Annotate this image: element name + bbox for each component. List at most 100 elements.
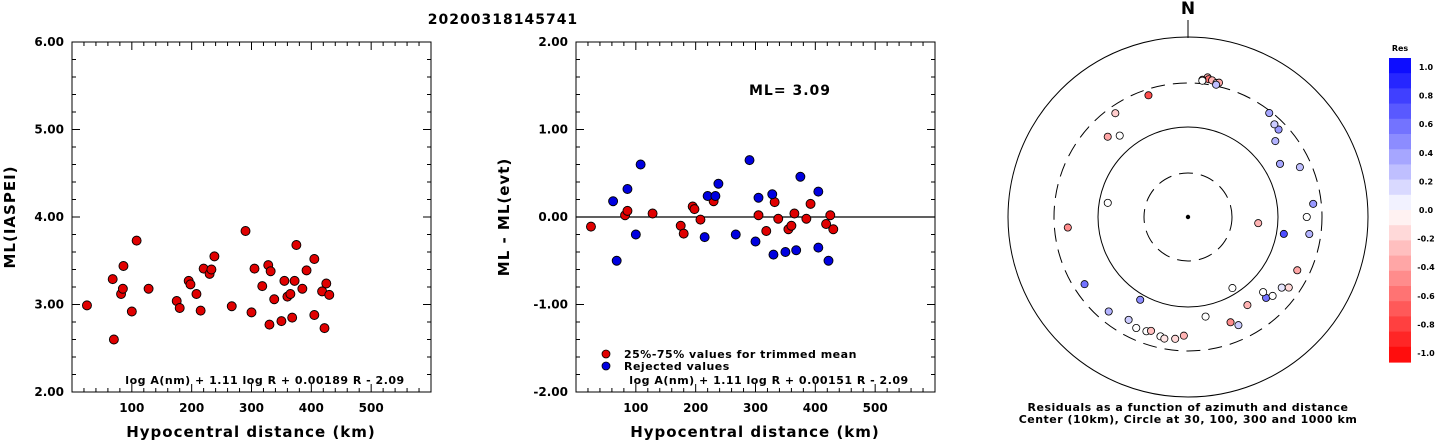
colorbar-swatch bbox=[1389, 149, 1411, 165]
colorbar-swatch bbox=[1389, 301, 1411, 317]
data-point bbox=[821, 219, 832, 229]
colorbar-swatch bbox=[1389, 286, 1411, 302]
data-point bbox=[195, 305, 206, 316]
colorbar-label: -0.4 bbox=[1417, 263, 1435, 272]
data-point bbox=[630, 229, 641, 240]
data-point bbox=[82, 300, 92, 311]
colorbar-label: -0.2 bbox=[1417, 235, 1435, 244]
x-tick-label: 100 bbox=[623, 401, 648, 415]
data-point bbox=[761, 226, 772, 236]
data-point bbox=[185, 279, 196, 290]
data-point bbox=[730, 229, 741, 240]
colorbar-swatches bbox=[1389, 58, 1411, 363]
data-point bbox=[825, 210, 836, 221]
residual-point bbox=[1270, 120, 1279, 129]
x-tick-label: 100 bbox=[119, 401, 144, 415]
x-tick-label: 300 bbox=[239, 401, 264, 415]
residual-point bbox=[1228, 284, 1237, 293]
data-point bbox=[287, 312, 298, 323]
data-point bbox=[780, 247, 791, 257]
residual-point bbox=[1274, 125, 1283, 134]
residual-point bbox=[1144, 91, 1153, 100]
ring-30km bbox=[1143, 172, 1233, 262]
colorbar-swatch bbox=[1389, 346, 1411, 363]
colorbar-labels: 1.0 0.8 0.6 0.4 0.2 0.0 -0.2 -0.4 -0.6 -0.8 -1.0 bbox=[1417, 63, 1435, 358]
data-point bbox=[264, 319, 275, 330]
data-point bbox=[191, 289, 202, 299]
residual-point bbox=[1226, 318, 1235, 327]
data-point bbox=[791, 245, 802, 256]
residual-point bbox=[1063, 223, 1072, 232]
data-point bbox=[689, 204, 700, 215]
polar-caption-line1: Residuals as a function of azimuth and d… bbox=[1028, 401, 1349, 414]
data-point bbox=[750, 236, 761, 247]
data-point bbox=[695, 214, 706, 225]
residual-point bbox=[1279, 229, 1288, 238]
data-point bbox=[126, 306, 137, 317]
data-point bbox=[117, 283, 128, 294]
data-point bbox=[309, 254, 320, 264]
colorbar-title: Res bbox=[1392, 44, 1409, 53]
data-point bbox=[801, 213, 812, 224]
center-dot bbox=[1185, 214, 1191, 220]
middle-y-axis-label: ML - ML(evt) bbox=[495, 158, 513, 276]
data-point bbox=[805, 198, 816, 209]
data-point bbox=[321, 278, 332, 289]
north-label: N bbox=[1181, 0, 1195, 19]
residual-point bbox=[1171, 334, 1180, 343]
data-point bbox=[753, 210, 764, 221]
legend-label-rejected: Rejected values bbox=[624, 360, 730, 373]
data-point bbox=[710, 191, 721, 201]
legend-marker-rejected bbox=[601, 361, 611, 371]
data-point bbox=[713, 178, 724, 189]
residual-point bbox=[1198, 76, 1207, 85]
residual-point bbox=[1201, 312, 1210, 321]
data-point bbox=[635, 159, 646, 170]
data-point bbox=[324, 289, 335, 300]
polar-points bbox=[1063, 73, 1318, 343]
residual-point bbox=[1259, 288, 1268, 297]
colorbar-swatch bbox=[1389, 270, 1411, 287]
x-tick-label: 200 bbox=[683, 401, 708, 415]
y-tick-label: 5.00 bbox=[34, 123, 64, 137]
ring-100km bbox=[1097, 126, 1279, 308]
left-y-axis-label: ML(IASPEI) bbox=[1, 165, 19, 268]
residual-point bbox=[1305, 230, 1314, 239]
data-point bbox=[608, 196, 619, 207]
data-point bbox=[767, 189, 778, 200]
data-point bbox=[143, 283, 154, 294]
data-point bbox=[226, 301, 237, 312]
data-point bbox=[107, 274, 118, 285]
data-point bbox=[289, 275, 300, 286]
figure-title: 20200318145741 bbox=[428, 12, 578, 28]
residual-point bbox=[1103, 132, 1112, 141]
residual-point bbox=[1104, 307, 1113, 316]
residual-point bbox=[1277, 283, 1286, 292]
data-point bbox=[744, 155, 755, 166]
residual-point bbox=[1295, 163, 1304, 172]
residual-point bbox=[1212, 80, 1221, 89]
left-x-axis-label: Hypocentral distance (km) bbox=[126, 423, 376, 441]
colorbar-swatch bbox=[1389, 255, 1411, 272]
colorbar-label: 0.2 bbox=[1419, 177, 1433, 186]
x-tick-label: 500 bbox=[359, 401, 384, 415]
data-point bbox=[276, 316, 287, 327]
colorbar-swatch bbox=[1389, 88, 1411, 105]
y-tick-label: 6.00 bbox=[34, 35, 64, 49]
data-point bbox=[678, 228, 689, 239]
data-point bbox=[622, 205, 633, 216]
data-point bbox=[753, 192, 764, 203]
left-axis-ticks: 100 200 300 400 500 2.00 3.00 4.00 5.00 6.00 bbox=[34, 35, 431, 415]
residual-point bbox=[1271, 137, 1280, 146]
colorbar-swatch bbox=[1389, 240, 1411, 257]
data-point bbox=[257, 281, 268, 292]
data-point bbox=[647, 208, 658, 219]
colorbar-swatch bbox=[1389, 103, 1411, 120]
middle-axis-ticks: 100 200 300 400 500 -2.00 -1.00 0.00 1.00 2.00 bbox=[533, 35, 935, 415]
residual-point bbox=[1293, 266, 1302, 275]
colorbar-swatch bbox=[1389, 225, 1411, 241]
residual-point bbox=[1276, 159, 1285, 168]
ring-300km bbox=[1053, 82, 1323, 352]
middle-panel: 100 200 300 400 500 -2.00 -1.00 0.00 1.00 2.00 ML… bbox=[495, 35, 936, 441]
data-point bbox=[206, 264, 217, 275]
